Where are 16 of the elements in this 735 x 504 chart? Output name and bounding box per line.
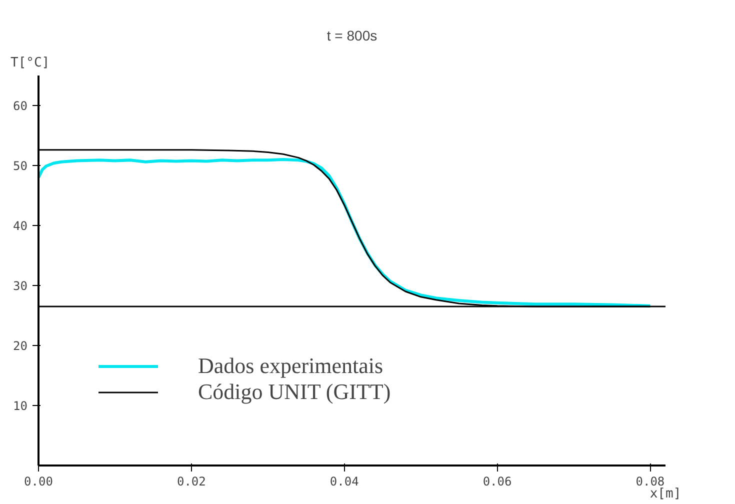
x-tick-label: 0.04 [330,474,359,488]
y-tick-label: 40 [13,219,28,233]
y-tick-label: 10 [13,399,28,413]
x-axis-title: x[m] [650,486,682,502]
x-tick-label: 0.06 [482,474,512,488]
legend-label: Código UNIT (GITT) [198,379,391,405]
x-tick-label: 0.08 [636,474,665,488]
y-tick-label: 50 [13,159,28,173]
x-tick-label: 0.00 [24,474,53,488]
y-axis-title: T[°C] [10,56,50,70]
x-tick-label: 0.02 [176,474,206,488]
y-tick-label: 60 [13,99,28,113]
chart-title: t = 800s [326,28,378,44]
y-tick-label: 20 [13,339,28,353]
legend-label: Dados experimentais [198,353,384,379]
y-tick-label: 30 [13,279,28,293]
